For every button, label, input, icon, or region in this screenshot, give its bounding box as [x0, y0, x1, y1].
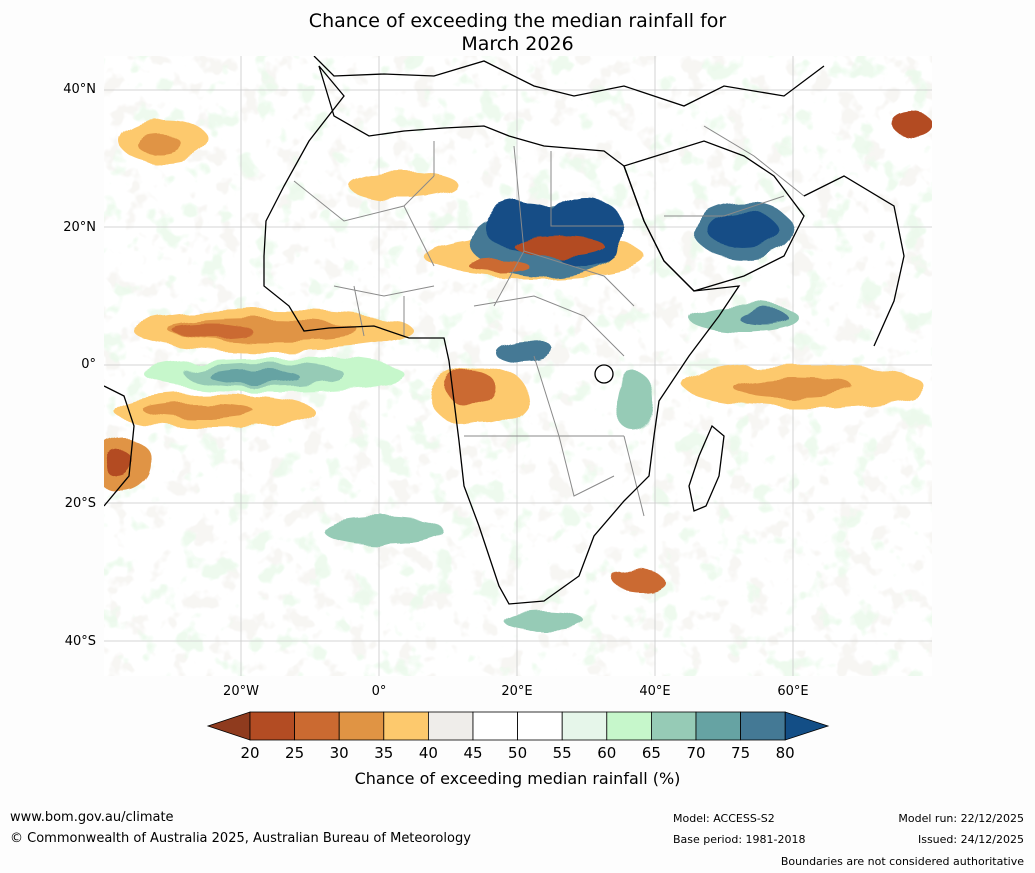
dry-core-nw-atlantic [137, 134, 181, 154]
country-borders [293, 125, 805, 517]
colorbar-tick-label: 25 [285, 744, 305, 762]
footer-model: Model: ACCESS-S2 [673, 812, 775, 825]
chart-title: Chance of exceeding the median rainfall … [0, 10, 1035, 56]
madagascar-coastline [688, 424, 725, 512]
colorbar-segment [651, 711, 697, 741]
colorbar-segment [561, 711, 608, 741]
africa-coastline [263, 65, 741, 605]
wet-core-atlantic [209, 369, 299, 383]
lat-label-20s: 20°S [64, 496, 96, 511]
dry-core-congo [444, 368, 494, 404]
lon-label-40e: 40°E [639, 684, 671, 699]
dry-stripe-core [514, 236, 604, 256]
colorbar-segment [294, 711, 340, 741]
colorbar-segment [427, 711, 474, 741]
title-line-1: Chance of exceeding the median rainfall … [308, 10, 727, 32]
dry-stripe-west [469, 260, 529, 272]
footer-website: www.bom.gov.au/climate [10, 810, 174, 825]
dry-patch-agulhas [614, 571, 664, 591]
colorbar-tick-label: 45 [463, 744, 483, 762]
colorbar-tick-label: 80 [775, 744, 795, 762]
lon-label-20e: 20°E [501, 684, 533, 699]
colorbar-tick-label: 40 [418, 744, 438, 762]
dry-core-brazil [105, 450, 133, 478]
wet-core-somalia [739, 311, 789, 325]
dry-patch-persia [894, 114, 932, 138]
dry-core-indian-ocean [734, 378, 854, 398]
colorbar-tick-label: 30 [329, 744, 349, 762]
dry-core-south-atlantic [144, 403, 254, 419]
probability-patches [104, 114, 932, 631]
south-america-coastline [104, 385, 135, 507]
arabia-coastline [623, 140, 805, 292]
colorbar-segment [338, 711, 385, 741]
dry-patch-sahara [349, 172, 459, 200]
colorbar-tick-label: 75 [731, 744, 751, 762]
footer-disclaimer: Boundaries are not considered authoritat… [780, 855, 1024, 868]
dry-core-gulf-guinea [174, 326, 254, 338]
colorbar-tick-label: 65 [641, 744, 661, 762]
lat-label-40s: 40°S [64, 634, 96, 649]
lat-label-0: 0° [81, 357, 96, 372]
title-line-2: March 2026 [461, 33, 574, 55]
colorbar-segment [472, 711, 518, 741]
colorbar-segment [383, 711, 429, 741]
coastlines [104, 56, 905, 605]
lon-label-60e: 60°E [777, 684, 809, 699]
lat-label-20n: 20°N [63, 220, 96, 235]
colorbar-extend-low [206, 711, 251, 741]
footer-model-run: Model run: 22/12/2025 [898, 812, 1024, 825]
colorbar-segment [606, 711, 652, 741]
colorbar-tick-label: 70 [686, 744, 706, 762]
wet-patch-cape [504, 611, 584, 631]
colorbar-extend-high [784, 711, 830, 741]
colorbar-segment [740, 711, 786, 741]
colorbar-title: Chance of exceeding median rainfall (%) [354, 769, 681, 788]
footer-issued: Issued: 24/12/2025 [917, 833, 1024, 846]
colorbar-segment [517, 711, 563, 741]
wet-patch-south-atlantic [324, 517, 444, 545]
border-lines [293, 125, 805, 517]
lake-victoria [594, 364, 614, 384]
footer-copyright: © Commonwealth of Australia 2025, Austra… [10, 831, 471, 846]
colorbar-tick-label: 60 [597, 744, 617, 762]
colorbar [206, 711, 830, 741]
wet-patch-central-africa [494, 339, 554, 363]
colorbar-tick-label: 50 [508, 744, 528, 762]
colorbar-segment [249, 711, 295, 741]
wet-patch-east-africa [614, 371, 654, 431]
footer-base-period: Base period: 1981-2018 [673, 833, 806, 846]
forecast-map [104, 56, 932, 676]
lon-label-20w: 20°W [223, 684, 259, 699]
map-svg [104, 56, 932, 676]
colorbar-segment [695, 711, 741, 741]
colorbar-tick-label: 20 [240, 744, 260, 762]
india-coastline [803, 175, 905, 347]
europe-coastline [313, 56, 825, 107]
wet-core-arabia [709, 213, 779, 249]
lon-label-0: 0° [371, 684, 387, 699]
colorbar-tick-label: 35 [374, 744, 394, 762]
lat-label-40n: 40°N [63, 82, 96, 97]
colorbar-tick-label: 55 [552, 744, 572, 762]
